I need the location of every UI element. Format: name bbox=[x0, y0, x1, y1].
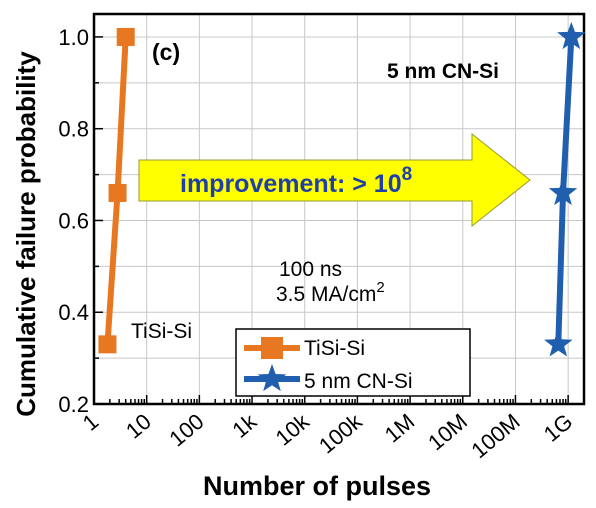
grid-lines bbox=[93, 14, 584, 404]
improvement-arrow: improvement: > 108 bbox=[138, 132, 531, 228]
y-tick-label: 0.6 bbox=[58, 208, 89, 233]
data-point-tisi bbox=[98, 335, 117, 354]
panel-label: (c) bbox=[152, 39, 180, 65]
condition-pulse-width: 100 ns bbox=[279, 258, 342, 281]
x-tick-label: 100 bbox=[164, 409, 208, 452]
x-tick-label: 100k bbox=[314, 408, 367, 458]
x-axis-title: Number of pulses bbox=[203, 471, 431, 501]
x-tick-label: 1G bbox=[539, 409, 578, 447]
legend-marker-star bbox=[257, 364, 287, 392]
y-tick-label: 0.8 bbox=[58, 117, 89, 142]
plot-frame bbox=[92, 12, 586, 406]
x-tick-label: 100M bbox=[466, 409, 524, 464]
legend: TiSi-Si 5 nm CN-Si bbox=[235, 328, 471, 397]
axes bbox=[92, 12, 586, 406]
y-tick-label: 0.4 bbox=[58, 300, 89, 325]
data-point-cn-si bbox=[544, 329, 573, 357]
legend-entry-cn-si: 5 nm CN-Si bbox=[244, 364, 413, 393]
legend-label-cn-si: 5 nm CN-Si bbox=[304, 370, 413, 393]
improvement-arrow-text: improvement: > 108 bbox=[180, 164, 412, 198]
x-tick-label: 10 bbox=[121, 409, 156, 444]
data-point-cn-si bbox=[548, 177, 578, 206]
x-tick-label: 10k bbox=[271, 408, 315, 451]
data-point-tisi bbox=[108, 183, 127, 202]
condition-exponent: 2 bbox=[376, 279, 384, 296]
legend-label-tisi: TiSi-Si bbox=[304, 337, 365, 360]
x-tick-label: 10M bbox=[423, 409, 472, 456]
legend-entry-tisi: TiSi-Si bbox=[244, 337, 365, 360]
y-tick-label: 1.0 bbox=[58, 25, 89, 50]
condition-current-density: 3.5 MA/cm2 bbox=[276, 279, 385, 306]
data-point-tisi bbox=[116, 27, 135, 46]
y-axis-title: Cumulative failure probability bbox=[11, 51, 41, 417]
series-label-cn-si: 5 nm CN-Si bbox=[387, 60, 499, 83]
series-layer bbox=[98, 21, 586, 357]
x-tick-label: 1k bbox=[227, 408, 262, 443]
y-tick-label: 0.2 bbox=[58, 392, 89, 417]
data-point-cn-si bbox=[557, 21, 586, 50]
x-tick-label: 1M bbox=[380, 409, 419, 448]
improvement-arrow-exponent: 8 bbox=[402, 164, 413, 185]
improvement-arrow-shape bbox=[138, 132, 531, 228]
series-label-tisi: TiSi-Si bbox=[131, 320, 192, 343]
legend-marker-square bbox=[261, 337, 283, 359]
